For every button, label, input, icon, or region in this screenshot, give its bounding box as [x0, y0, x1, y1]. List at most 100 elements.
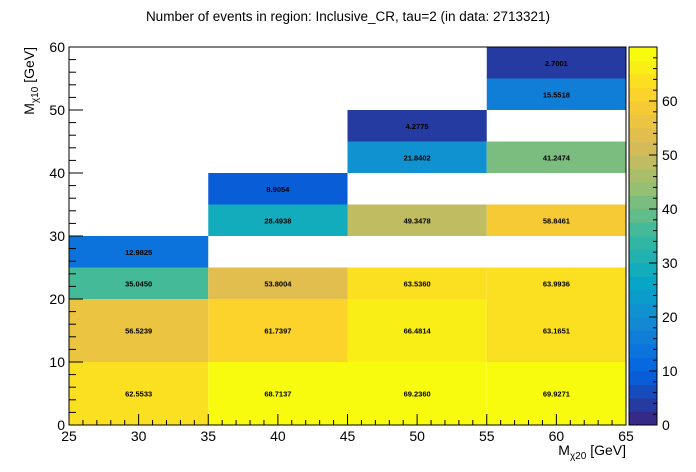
- palette-swatch: [629, 87, 657, 102]
- heatmap-cell: [347, 204, 487, 236]
- y-tick-label: 10: [49, 354, 65, 370]
- cell-value-label: 63.1651: [543, 327, 570, 336]
- cell-value-label: 21.8402: [404, 153, 431, 162]
- palette-swatch: [629, 357, 657, 372]
- palette-tick-label: 60: [662, 93, 678, 109]
- heatmap-cells: [69, 47, 626, 425]
- palette-swatch: [629, 290, 657, 304]
- y-axis-label: Mχ10 [GeV]: [21, 47, 41, 115]
- x-tick-label: 45: [340, 428, 356, 444]
- palette-swatch: [629, 236, 657, 250]
- x-axis-label-unit: [GeV]: [586, 442, 626, 458]
- cell-value-label: 68.7137: [264, 390, 291, 399]
- y-axis-label-main: M: [21, 103, 37, 115]
- y-axis-label-unit: [GeV]: [21, 47, 37, 87]
- x-axis-label-sub: χ20: [570, 451, 587, 462]
- chart-title: Number of events in region: Inclusive_CR…: [146, 9, 550, 24]
- heatmap-cell: [347, 141, 487, 173]
- palette-swatch: [629, 344, 657, 358]
- x-axis-label-main: M: [558, 442, 570, 458]
- cell-value-label: 4.2775: [406, 122, 429, 131]
- heatmap-cell: [486, 47, 626, 79]
- palette-swatch: [629, 195, 657, 210]
- y-tick-label: 0: [57, 417, 65, 433]
- palette-swatch: [629, 128, 657, 142]
- x-tick-label: 50: [409, 428, 425, 444]
- cell-value-label: 53.8004: [264, 279, 292, 288]
- palette-swatch: [629, 74, 657, 88]
- palette-swatch: [629, 384, 657, 399]
- palette-swatch: [629, 141, 657, 156]
- palette-swatch: [629, 249, 657, 264]
- heatmap-cell: [69, 236, 209, 268]
- cell-value-label: 58.8461: [543, 216, 570, 225]
- cell-value-label: 41.2474: [543, 153, 571, 162]
- heatmap-cell: [347, 267, 487, 299]
- cell-value-label: 56.5239: [125, 327, 152, 336]
- heatmap-cell: [69, 267, 209, 299]
- x-axis-label: Mχ20 [GeV]: [558, 442, 626, 462]
- y-axis: 0 10 20 30 40 50 60: [49, 39, 83, 433]
- y-tick-label: 20: [49, 291, 65, 307]
- x-tick-label: 40: [270, 428, 286, 444]
- x-tick-label: 30: [131, 428, 147, 444]
- cell-value-label: 63.5360: [404, 279, 431, 288]
- palette-swatch: [629, 60, 657, 75]
- heatmap-cell: [208, 204, 348, 236]
- heatmap-cell-labels: 62.5533 68.7137 69.2360 69.9271 56.5239 61.73…: [125, 59, 571, 399]
- heatmap-cell: [208, 173, 348, 205]
- y-tick-label: 30: [49, 228, 65, 244]
- x-tick-label: 65: [618, 428, 634, 444]
- x-tick-label: 35: [200, 428, 216, 444]
- heatmap-cell: [486, 267, 626, 299]
- palette-swatch: [629, 209, 657, 223]
- y-tick-label: 60: [49, 39, 65, 55]
- heatmap-cell: [486, 204, 626, 236]
- heatmap-cell: [347, 299, 487, 362]
- heatmap-cell: [486, 141, 626, 173]
- palette-swatch: [629, 276, 657, 291]
- palette-swatch: [629, 411, 657, 426]
- palette-swatch: [629, 317, 657, 331]
- palette-swatch: [629, 398, 657, 412]
- cell-value-label: 35.0450: [125, 279, 152, 288]
- palette-tick-label: 0: [662, 417, 670, 433]
- palette-swatch: [629, 330, 657, 345]
- palette-tick-label: 40: [662, 201, 678, 217]
- heatmap-cell: [208, 267, 348, 299]
- y-tick-label: 40: [49, 165, 65, 181]
- cell-value-label: 15.5518: [543, 90, 570, 99]
- palette-frame: [628, 46, 658, 426]
- palette-swatch: [629, 101, 657, 115]
- palette-tick-label: 50: [662, 147, 678, 163]
- heatmap-cell: [69, 299, 209, 362]
- palette-tick-label: 20: [662, 309, 678, 325]
- palette-swatch: [629, 263, 657, 277]
- cell-value-label: 69.9271: [543, 390, 570, 399]
- palette-swatch: [629, 114, 657, 129]
- cell-value-label: 62.5533: [125, 390, 152, 399]
- heatmap-cell: [486, 299, 626, 362]
- palette-swatch: [629, 303, 657, 318]
- heatmap-cell: [347, 110, 487, 142]
- cell-value-label: 66.4814: [404, 327, 432, 336]
- palette-swatch: [629, 371, 657, 385]
- palette-swatch: [629, 168, 657, 183]
- y-tick-label: 50: [49, 102, 65, 118]
- palette-swatch: [629, 155, 657, 169]
- x-tick-label: 25: [61, 428, 77, 444]
- palette-swatch: [629, 182, 657, 196]
- x-axis: 25 30 35 40 45 50 55 60 65: [61, 414, 634, 444]
- cell-value-label: 69.2360: [404, 390, 431, 399]
- x-tick-label: 55: [479, 428, 495, 444]
- palette-tick-label: 30: [662, 255, 678, 271]
- heatmap-cell: [486, 78, 626, 110]
- cell-value-label: 12.9825: [125, 248, 152, 257]
- cell-value-label: 8.9054: [266, 185, 290, 194]
- cell-value-label: 61.7397: [264, 327, 291, 336]
- x-tick-label: 60: [549, 428, 565, 444]
- palette-tick-label: 10: [662, 363, 678, 379]
- cell-value-label: 63.9936: [543, 279, 570, 288]
- color-palette-axis: 0 10 20 30 40 50 60: [628, 46, 678, 433]
